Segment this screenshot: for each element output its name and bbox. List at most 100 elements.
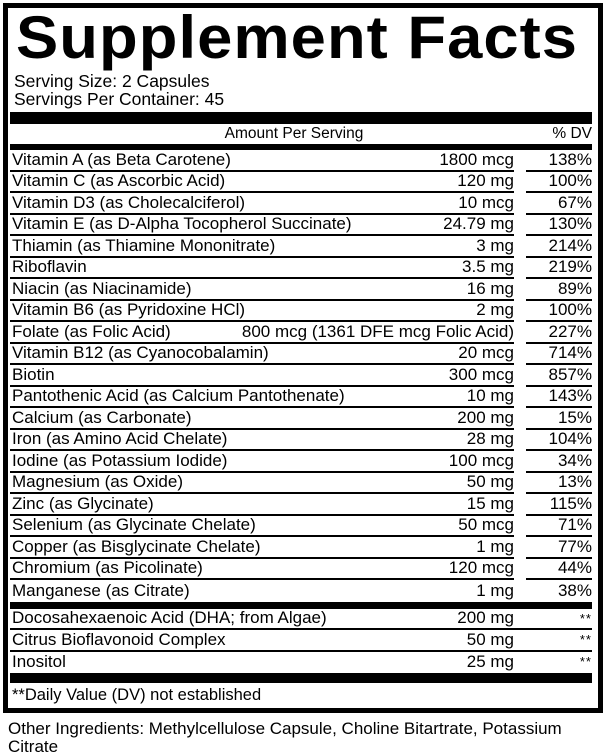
page-title: Supplement Facts xyxy=(16,4,579,71)
ingredient-daily-value: 104% xyxy=(526,429,592,451)
table-row: Niacin (as Niacinamide) 16 mg 89% xyxy=(10,279,592,301)
ingredient-daily-value: 67% xyxy=(526,193,592,215)
thick-divider-bottom xyxy=(10,673,592,683)
table-row: Vitamin D3 (as Cholecalciferol) 10 mcg 6… xyxy=(10,193,592,215)
ingredient-daily-value: 100% xyxy=(526,171,592,193)
ingredient-daily-value: 89% xyxy=(526,279,592,301)
ingredient-name: Selenium (as Glycinate Chelate) xyxy=(12,515,256,535)
ingredient-name: Vitamin A (as Beta Carotene) xyxy=(12,149,231,169)
ingredient-name: Vitamin D3 (as Cholecalciferol) xyxy=(12,192,246,212)
ingredient-amount: 1 mg xyxy=(476,536,514,556)
table-row: Vitamin C (as Ascorbic Acid) 120 mg 100% xyxy=(10,171,592,193)
ingredient-amount: 1800 mcg xyxy=(439,149,514,169)
ingredient-amount: 1 mg xyxy=(476,580,514,600)
table-row: Pantothenic Acid (as Calcium Pantothenat… xyxy=(10,386,592,408)
ingredient-amount: 3 mg xyxy=(476,235,514,255)
table-row: Biotin 300 mcg 857% xyxy=(10,365,592,387)
ingredient-name: Citrus Bioflavonoid Complex xyxy=(12,629,226,649)
row-main-cell: Vitamin B6 (as Pyridoxine HCl) 2 mg xyxy=(10,300,514,322)
ingredient-name: Docosahexaenoic Acid (DHA; from Algae) xyxy=(12,608,327,628)
ingredient-daily-value: 44% xyxy=(526,558,592,580)
ingredient-name: Zinc (as Glycinate) xyxy=(12,493,154,513)
ingredient-amount: 50 mcg xyxy=(458,515,514,535)
ingredient-amount: 10 mg xyxy=(466,386,514,406)
ingredient-amount: 25 mg xyxy=(466,652,514,672)
row-main-cell: Vitamin D3 (as Cholecalciferol) 10 mcg xyxy=(10,193,514,215)
ingredient-name: Calcium (as Carbonate) xyxy=(12,407,192,427)
table-row: Magnesium (as Oxide) 50 mg 13% xyxy=(10,472,592,494)
ingredient-daily-value: 143% xyxy=(526,386,592,408)
row-main-cell: Thiamin (as Thiamine Mononitrate) 3 mg xyxy=(10,236,514,258)
section-divider xyxy=(10,601,592,609)
row-main-cell: Pantothenic Acid (as Calcium Pantothenat… xyxy=(10,386,514,408)
row-main-cell: Manganese (as Citrate) 1 mg xyxy=(10,580,514,602)
row-main-cell: Vitamin A (as Beta Carotene) 1800 mcg xyxy=(10,150,514,172)
ingredient-name: Pantothenic Acid (as Calcium Pantothenat… xyxy=(12,386,345,406)
row-main-cell: Calcium (as Carbonate) 200 mg xyxy=(10,408,514,430)
servings-per-container-text: Servings Per Container: 45 xyxy=(14,89,225,109)
ingredient-name: Vitamin C (as Ascorbic Acid) xyxy=(12,171,226,191)
row-main-cell: Vitamin E (as D-Alpha Tocopherol Succina… xyxy=(10,214,514,236)
ingredient-amount: 16 mg xyxy=(466,278,514,298)
row-main-cell: Chromium (as Picolinate) 120 mcg xyxy=(10,558,514,580)
ingredient-daily-value: 77% xyxy=(526,537,592,559)
ingredient-amount: 15 mg xyxy=(466,493,514,513)
row-main-cell: Biotin 300 mcg xyxy=(10,365,514,387)
ingredient-amount: 120 mcg xyxy=(448,558,514,578)
ingredient-daily-value: 857% xyxy=(526,365,592,387)
serving-size-text: Serving Size: 2 Capsules xyxy=(14,71,210,91)
ingredient-daily-value: 34% xyxy=(526,451,592,473)
row-main-cell: Vitamin B12 (as Cyanocobalamin) 20 mcg xyxy=(10,343,514,365)
amount-per-serving-header: Amount Per Serving xyxy=(224,125,364,142)
row-main-cell: Selenium (as Glycinate Chelate) 50 mcg xyxy=(10,515,514,537)
supplement-facts-panel: Supplement Facts Serving Size: 2 Capsule… xyxy=(3,3,603,713)
table-row: Selenium (as Glycinate Chelate) 50 mcg 7… xyxy=(10,515,592,537)
header-divider xyxy=(10,144,592,150)
ingredient-amount: 50 mg xyxy=(466,472,514,492)
ingredient-daily-value: 227% xyxy=(526,322,592,344)
row-main-cell: Copper (as Bisglycinate Chelate) 1 mg xyxy=(10,537,514,559)
ingredient-amount: 20 mcg xyxy=(458,343,514,363)
row-main-cell: Inositol 25 mg xyxy=(10,652,514,674)
ingredient-amount: 24.79 mg xyxy=(443,214,514,234)
row-main-cell: Riboflavin 3.5 mg xyxy=(10,257,514,279)
other-ingredients-text: Other Ingredients: Methylcellulose Capsu… xyxy=(8,719,562,756)
ingredient-amount: 800 mcg (1361 DFE mcg Folic Acid) xyxy=(241,321,514,341)
table-header-row: Amount Per Serving % DV xyxy=(10,124,592,144)
ingredient-name: Biotin xyxy=(12,364,55,384)
ingredient-daily-value: ** xyxy=(579,632,592,647)
ingredient-amount: 3.5 mg xyxy=(462,257,514,277)
table-row: Docosahexaenoic Acid (DHA; from Algae) 2… xyxy=(10,608,592,630)
row-main-cell: Citrus Bioflavonoid Complex 50 mg xyxy=(10,630,514,650)
table-row: Manganese (as Citrate) 1 mg 38% xyxy=(10,580,592,602)
ingredient-amount: 2 mg xyxy=(476,300,514,320)
ingredient-name: Riboflavin xyxy=(12,257,87,277)
ingredient-amount: 100 mcg xyxy=(448,450,514,470)
ingredient-daily-value: 214% xyxy=(526,236,592,258)
table-row: Chromium (as Picolinate) 120 mcg 44% xyxy=(10,558,592,580)
no-daily-value-table: Docosahexaenoic Acid (DHA; from Algae) 2… xyxy=(10,608,592,674)
ingredient-daily-value: 138% xyxy=(526,150,592,172)
row-main-cell: Zinc (as Glycinate) 15 mg xyxy=(10,494,514,516)
ingredient-daily-value: 100% xyxy=(526,300,592,322)
ingredient-daily-value: 38% xyxy=(557,580,592,600)
ingredient-daily-value: 115% xyxy=(526,494,592,516)
row-main-cell: Iodine (as Potassium Iodide) 100 mcg xyxy=(10,451,514,473)
table-row: Vitamin B12 (as Cyanocobalamin) 20 mcg 7… xyxy=(10,343,592,365)
table-row: Riboflavin 3.5 mg 219% xyxy=(10,257,592,279)
ingredient-name: Vitamin B12 (as Cyanocobalamin) xyxy=(12,343,269,363)
ingredient-name: Copper (as Bisglycinate Chelate) xyxy=(12,536,261,556)
row-main-cell: Folate (as Folic Acid) 800 mcg (1361 DFE… xyxy=(10,322,514,344)
table-row: Iodine (as Potassium Iodide) 100 mcg 34% xyxy=(10,451,592,473)
row-main-cell: Vitamin C (as Ascorbic Acid) 120 mg xyxy=(10,171,514,193)
ingredient-daily-value: ** xyxy=(579,653,592,669)
ingredient-daily-value: 130% xyxy=(526,214,592,236)
row-main-cell: Niacin (as Niacinamide) 16 mg xyxy=(10,279,514,301)
ingredient-name: Inositol xyxy=(12,652,66,672)
ingredient-daily-value: 219% xyxy=(526,257,592,279)
ingredient-daily-value: 71% xyxy=(526,515,592,537)
ingredient-name: Magnesium (as Oxide) xyxy=(12,472,184,492)
table-row: Thiamin (as Thiamine Mononitrate) 3 mg 2… xyxy=(10,236,592,258)
ingredient-amount: 28 mg xyxy=(466,429,514,449)
row-main-cell: Iron (as Amino Acid Chelate) 28 mg xyxy=(10,429,514,451)
